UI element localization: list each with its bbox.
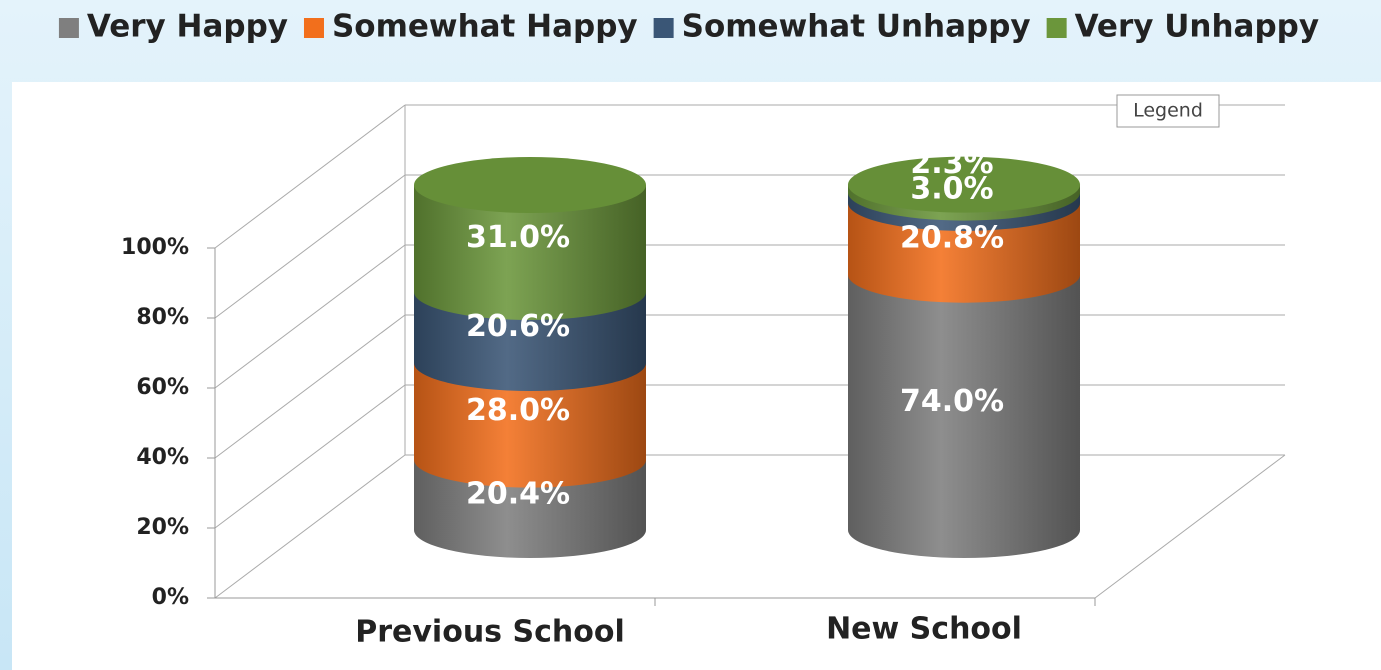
bar-segment xyxy=(414,291,646,392)
legend-label: Somewhat Unhappy xyxy=(682,9,1031,45)
legend-label: Very Unhappy xyxy=(1075,9,1319,45)
tooltip-text: Legend xyxy=(1133,100,1203,122)
legend-swatch xyxy=(653,18,674,38)
bar-segment xyxy=(848,274,1080,558)
bar-segment xyxy=(414,363,646,488)
data-label: 2.3% xyxy=(910,146,993,181)
data-label: 20.8% xyxy=(900,220,1004,255)
y-tick-label: 40% xyxy=(136,445,189,470)
axis-line xyxy=(1094,454,1286,599)
bars: Previous School 20.4% 28.0% 20.6% 31.0% New S… xyxy=(355,146,1080,650)
grid-line xyxy=(214,454,406,599)
plot-area xyxy=(12,82,1381,670)
y-tick-label: 0% xyxy=(152,585,189,610)
data-label: 31.0% xyxy=(466,220,570,255)
grid-line xyxy=(214,104,406,249)
data-label: 74.0% xyxy=(900,384,1004,419)
data-label: 3.0% xyxy=(910,171,993,206)
grid-line xyxy=(214,314,406,459)
y-tick-label: 100% xyxy=(121,235,189,260)
bar-top xyxy=(414,157,646,213)
legend-swatch xyxy=(58,18,79,38)
legend-swatch xyxy=(303,18,324,38)
data-label: 20.6% xyxy=(466,309,570,344)
x-tick-label: Previous School xyxy=(355,615,625,650)
y-tick-label: 80% xyxy=(136,305,189,330)
y-tick-label: 60% xyxy=(136,375,189,400)
y-tick-label: 20% xyxy=(136,515,189,540)
grid-line xyxy=(214,244,406,389)
bar-top xyxy=(848,156,1080,213)
grid-line xyxy=(214,174,406,319)
legend: Very Happy Somewhat Happy Somewhat Unhappy… xyxy=(58,9,1319,45)
data-label: 28.0% xyxy=(466,393,570,428)
grid-line xyxy=(214,384,406,529)
legend-label: Somewhat Happy xyxy=(332,9,638,45)
bar-segment xyxy=(414,185,646,320)
data-label: 20.4% xyxy=(466,476,570,511)
bar-segment xyxy=(848,202,1080,303)
x-tick-label: New School xyxy=(826,612,1022,647)
tooltip-box xyxy=(1116,94,1220,128)
legend-label: Very Happy xyxy=(87,9,288,45)
legend-swatch xyxy=(1046,18,1067,38)
tooltip: Legend xyxy=(1116,94,1220,128)
bar-segment xyxy=(414,459,646,558)
